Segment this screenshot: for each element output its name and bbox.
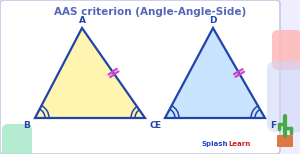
Polygon shape [35, 28, 145, 118]
Text: AAS criterion (Angle-Angle-Side): AAS criterion (Angle-Angle-Side) [54, 7, 246, 17]
Text: F: F [270, 122, 276, 130]
FancyBboxPatch shape [277, 135, 293, 147]
FancyBboxPatch shape [272, 30, 300, 70]
Text: B: B [24, 122, 30, 130]
Text: C: C [150, 122, 156, 130]
Text: D: D [209, 16, 217, 24]
Text: E: E [154, 122, 160, 130]
FancyBboxPatch shape [267, 61, 300, 132]
FancyBboxPatch shape [0, 0, 280, 154]
Text: Learn: Learn [228, 141, 250, 147]
Polygon shape [165, 28, 265, 118]
Text: A: A [79, 16, 86, 24]
Text: Splash: Splash [202, 141, 228, 147]
FancyBboxPatch shape [2, 124, 32, 154]
